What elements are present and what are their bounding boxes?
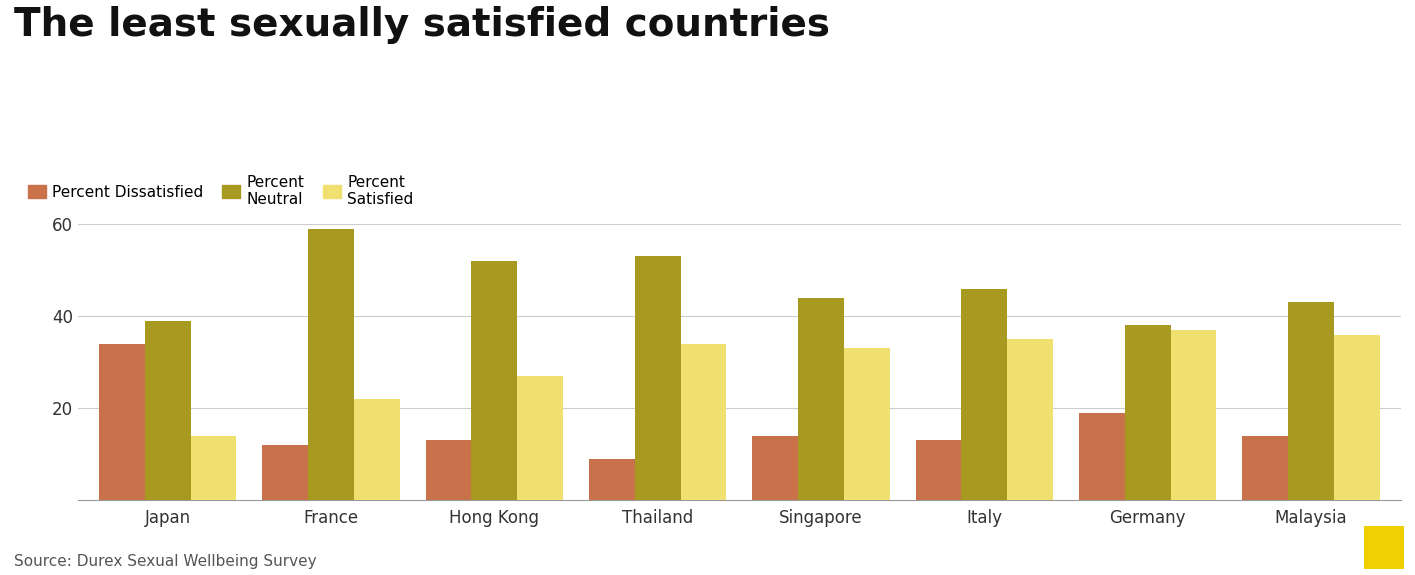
Bar xyxy=(589,459,635,500)
Bar xyxy=(1288,302,1334,500)
Bar xyxy=(99,344,144,500)
Bar xyxy=(426,440,471,500)
Text: Source: Durex Sexual Wellbeing Survey: Source: Durex Sexual Wellbeing Survey xyxy=(14,554,317,569)
Bar xyxy=(1125,325,1170,500)
Bar xyxy=(308,229,354,500)
Bar xyxy=(1007,339,1053,500)
Bar xyxy=(191,436,236,500)
Bar xyxy=(798,298,843,500)
Bar xyxy=(144,321,191,500)
Bar xyxy=(843,348,890,500)
Bar xyxy=(518,376,563,500)
Bar xyxy=(354,399,399,500)
Bar xyxy=(262,445,308,500)
Legend: Percent Dissatisfied, Percent
Neutral, Percent
Satisfied: Percent Dissatisfied, Percent Neutral, P… xyxy=(21,168,419,213)
Bar xyxy=(916,440,961,500)
Bar xyxy=(681,344,726,500)
Bar xyxy=(1242,436,1288,500)
Text: The least sexually satisfied countries: The least sexually satisfied countries xyxy=(14,6,831,44)
Bar xyxy=(961,289,1007,500)
Bar xyxy=(753,436,798,500)
Bar xyxy=(1080,413,1125,500)
Bar xyxy=(635,256,681,500)
Bar xyxy=(1170,330,1217,500)
Bar xyxy=(1334,335,1380,500)
Bar xyxy=(471,261,518,500)
